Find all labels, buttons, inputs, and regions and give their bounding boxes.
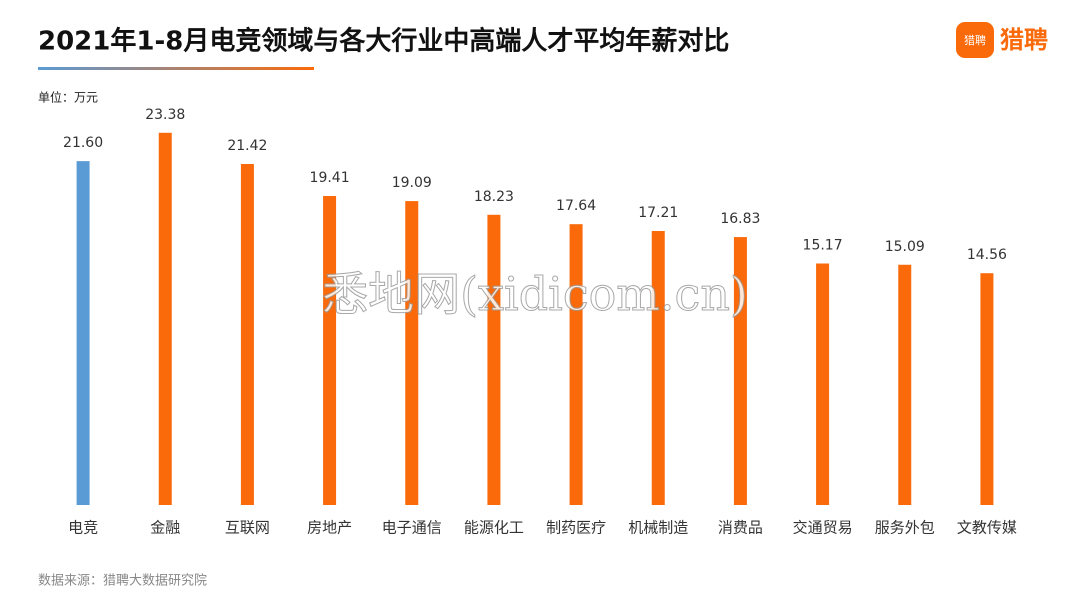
x-tick-label: 制药医疗 bbox=[546, 519, 606, 537]
x-tick-label: 机械制造 bbox=[628, 519, 688, 537]
x-tick-label: 电竞 bbox=[68, 519, 98, 537]
bar bbox=[980, 273, 994, 505]
bar bbox=[898, 264, 912, 505]
x-tick-label: 互联网 bbox=[225, 519, 270, 537]
value-label: 16.83 bbox=[720, 211, 760, 227]
bar bbox=[158, 132, 172, 505]
x-tick-label: 能源化工 bbox=[464, 519, 524, 537]
x-tick-label: 消费品 bbox=[718, 519, 763, 537]
value-label: 15.17 bbox=[803, 237, 843, 253]
plot-area: 电竞 21.60 金融 23.38 互联网 21.42 房地产 19.41 电子通信 19.09 能… bbox=[63, 107, 1017, 537]
source-note: 数据来源：猎聘大数据研究院 bbox=[38, 574, 207, 589]
x-tick-label: 交通贸易 bbox=[793, 519, 853, 537]
logo-icon-text: 猎聘 bbox=[964, 33, 986, 47]
value-label: 19.09 bbox=[392, 175, 432, 191]
x-tick-label: 房地产 bbox=[307, 519, 352, 537]
value-label: 23.38 bbox=[145, 107, 185, 123]
watermark: 悉地网(xidicom.cn) bbox=[322, 267, 748, 321]
chart-title: 2021年1-8月电竞领域与各大行业中高端人才平均年薪对比 bbox=[38, 26, 729, 57]
bar bbox=[651, 231, 665, 506]
bar bbox=[76, 161, 90, 506]
value-label: 21.60 bbox=[63, 135, 103, 151]
bar bbox=[405, 201, 419, 505]
value-label: 18.23 bbox=[474, 189, 514, 205]
value-label: 21.42 bbox=[227, 138, 267, 154]
bar bbox=[569, 224, 583, 505]
bar bbox=[816, 263, 830, 505]
bar bbox=[240, 163, 254, 506]
title-underline bbox=[38, 67, 314, 70]
logo-icon bbox=[956, 22, 994, 58]
bar bbox=[323, 195, 337, 505]
value-label: 17.64 bbox=[556, 198, 596, 214]
x-tick-label: 电子通信 bbox=[382, 519, 442, 537]
logo-text: 猎聘 bbox=[1000, 26, 1048, 54]
value-label: 19.41 bbox=[310, 170, 350, 186]
bar bbox=[733, 237, 747, 505]
value-label: 15.09 bbox=[885, 239, 925, 255]
x-tick-label: 文教传媒 bbox=[957, 519, 1017, 537]
value-label: 17.21 bbox=[638, 205, 678, 221]
unit-label: 单位：万元 bbox=[38, 90, 98, 105]
x-tick-label: 金融 bbox=[150, 519, 180, 537]
x-tick-label: 服务外包 bbox=[875, 519, 935, 537]
bar bbox=[487, 214, 501, 506]
value-label: 14.56 bbox=[967, 247, 1007, 263]
